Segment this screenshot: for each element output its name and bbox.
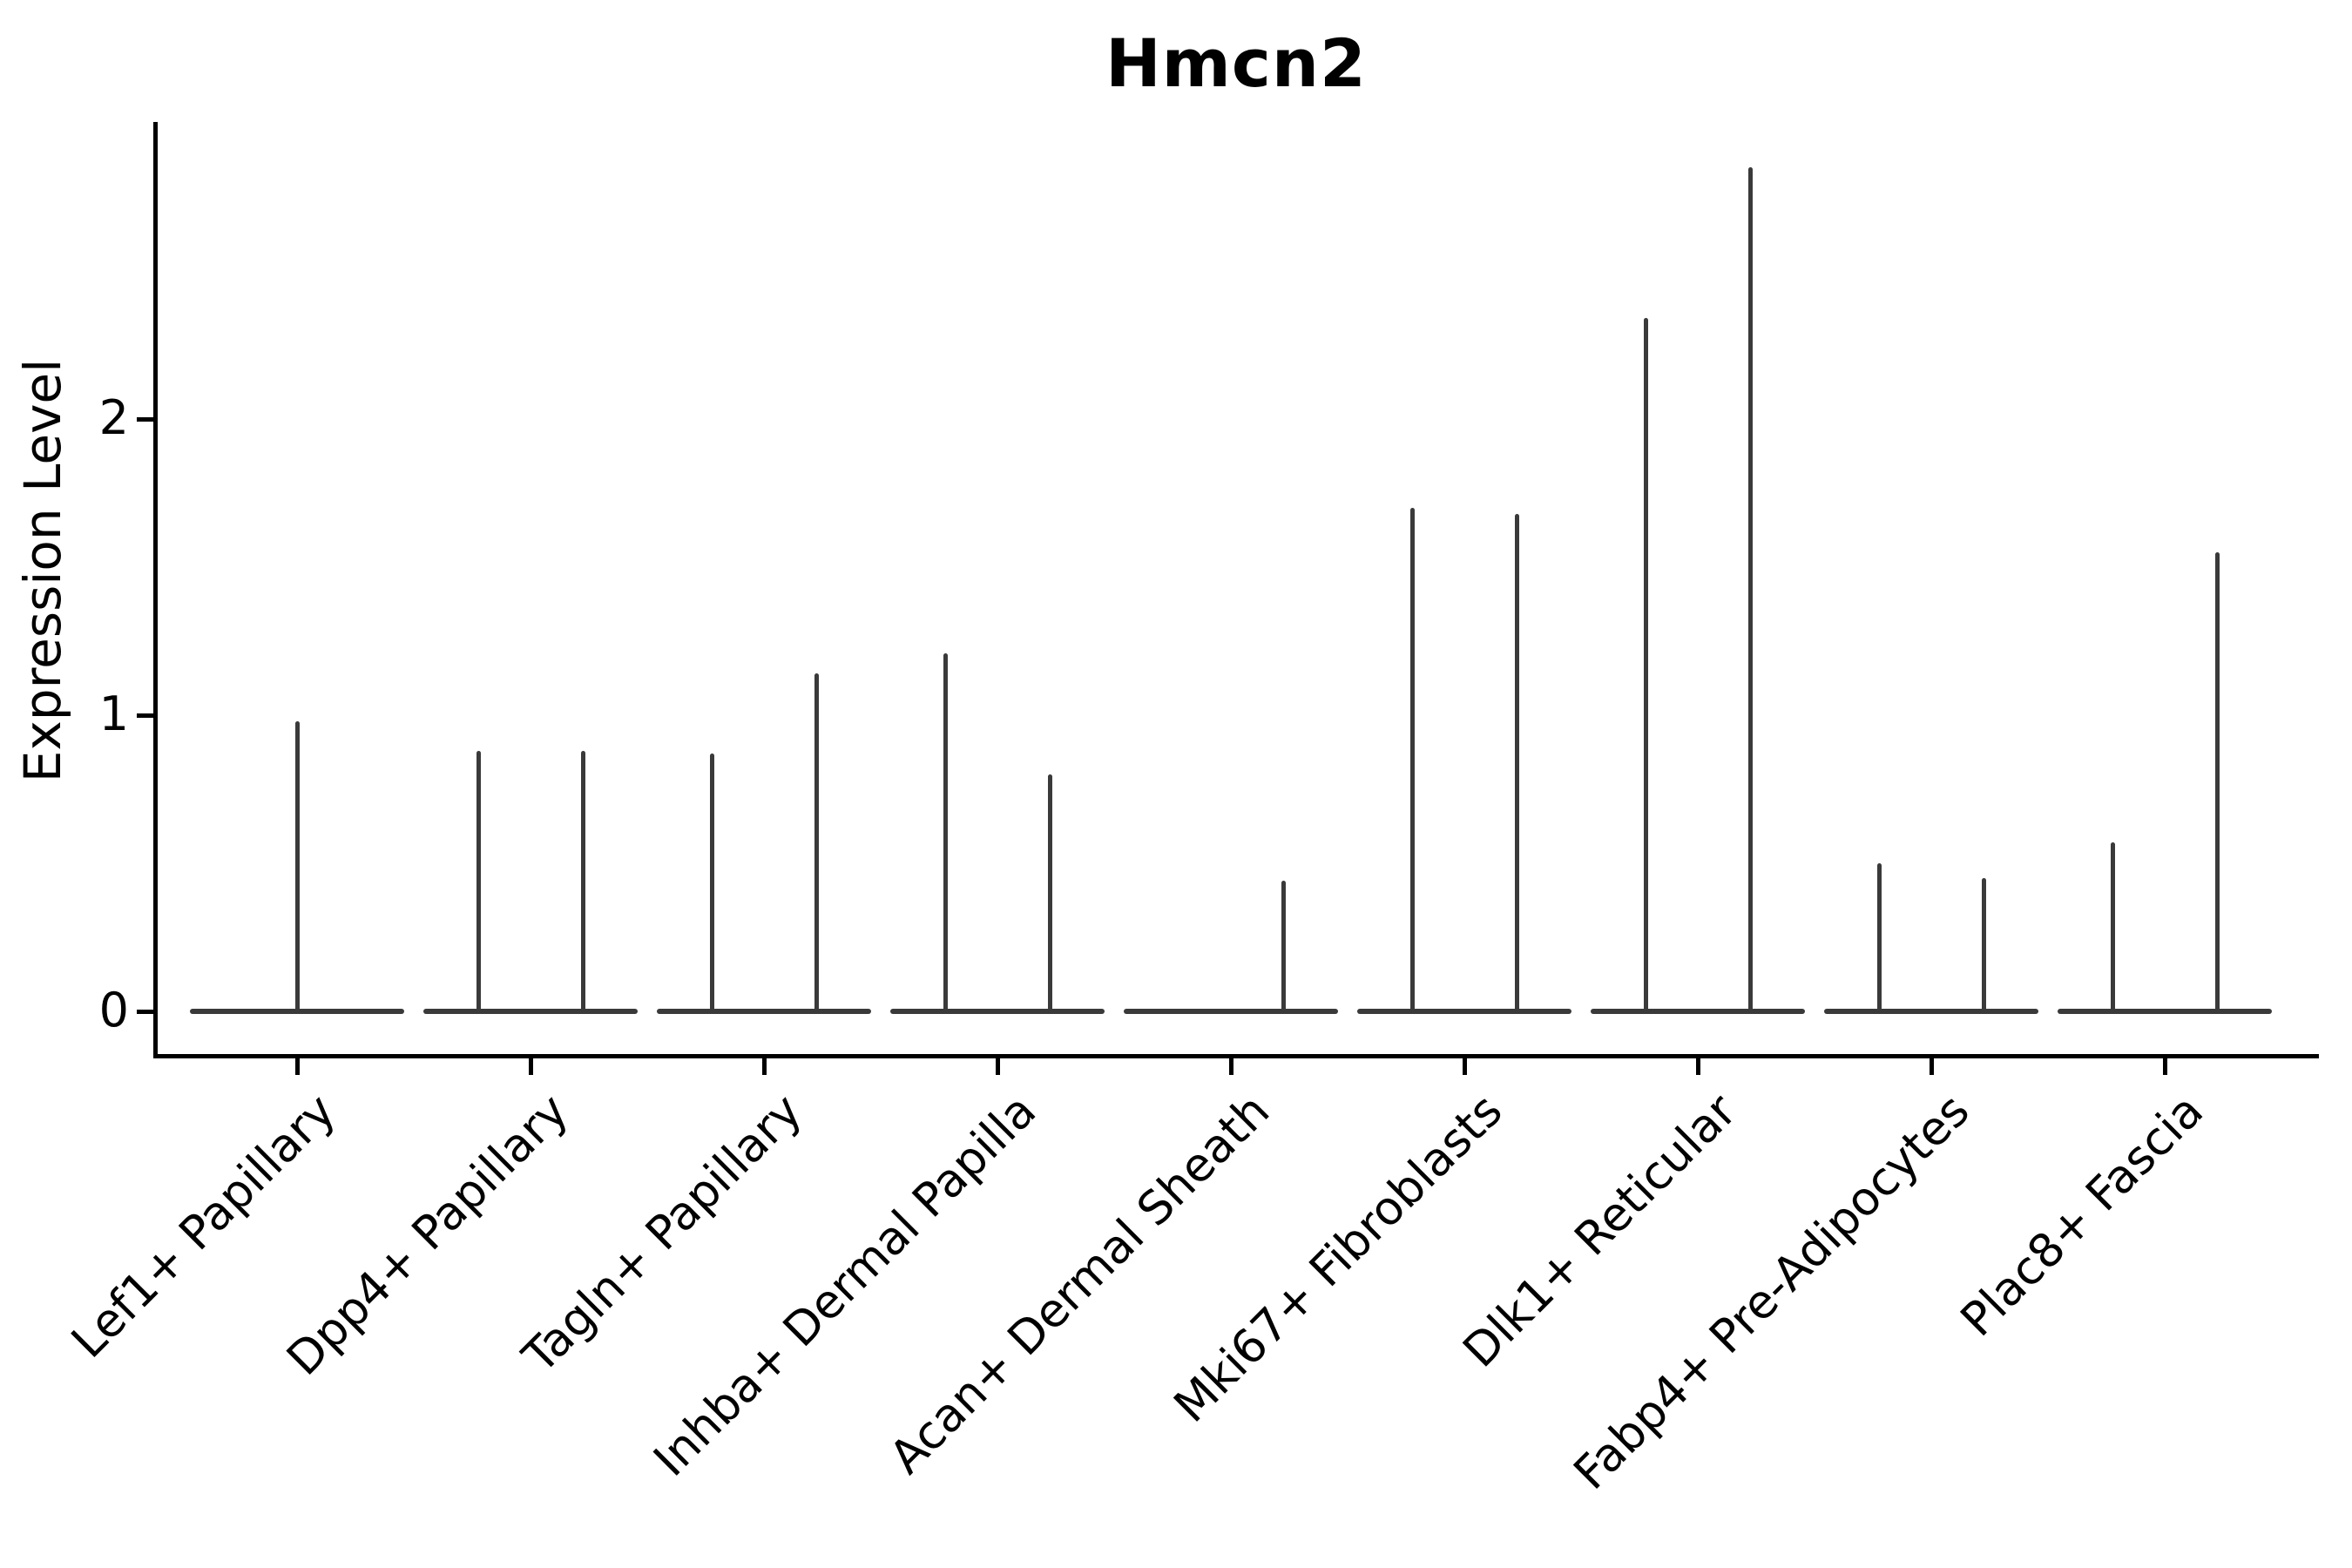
x-tick-label: Acan+ Dermal Sheath xyxy=(879,1084,1280,1484)
y-tick-label-0: 0 xyxy=(98,983,129,1037)
violin-spike xyxy=(1748,167,1753,1014)
x-axis-spine xyxy=(153,1054,2319,1058)
violin-spike xyxy=(710,754,714,1014)
y-tick-mark-1 xyxy=(137,713,153,718)
violin-spike xyxy=(2215,552,2220,1014)
violin-spike xyxy=(581,750,585,1014)
violin-spike xyxy=(1410,508,1415,1014)
y-tick-mark-0 xyxy=(137,1010,153,1014)
x-tick-mark xyxy=(1696,1058,1700,1075)
violin-spike xyxy=(1644,318,1648,1014)
y-axis-label: Expression Level xyxy=(13,358,72,783)
x-tick-label: Inhba+ Dermal Papilla xyxy=(643,1084,1046,1487)
violin-baseline xyxy=(890,1009,1105,1014)
x-tick-mark xyxy=(1229,1058,1233,1075)
x-tick-mark xyxy=(1463,1058,1467,1075)
violin-baseline xyxy=(1124,1009,1338,1014)
violin-spike xyxy=(1281,881,1286,1014)
x-tick-mark xyxy=(2163,1058,2167,1075)
x-tick-label: Plac8+ Fascia xyxy=(1950,1084,2213,1348)
violin-baseline xyxy=(1357,1009,1571,1014)
x-tick-mark xyxy=(295,1058,300,1075)
violin-spike xyxy=(1877,863,1882,1014)
violin-baseline xyxy=(657,1009,871,1014)
violin-spike xyxy=(476,750,481,1014)
y-tick-mark-2 xyxy=(137,417,153,422)
violin-spike xyxy=(943,652,948,1014)
y-axis-spine xyxy=(153,122,158,1058)
violin-baseline xyxy=(1824,1009,2038,1014)
violin-spike xyxy=(1515,513,1519,1014)
x-tick-mark xyxy=(1930,1058,1934,1075)
x-tick-mark xyxy=(996,1058,1000,1075)
x-tick-mark xyxy=(762,1058,767,1075)
violin-spike xyxy=(1982,878,1986,1014)
y-tick-label-1: 1 xyxy=(98,686,129,741)
violin-spike xyxy=(814,673,819,1014)
y-tick-label-2: 2 xyxy=(98,390,129,445)
violin-baseline xyxy=(2058,1009,2272,1014)
violin-baseline xyxy=(423,1009,638,1014)
chart-title: Hmcn2 xyxy=(1105,24,1367,102)
violin-spike xyxy=(1048,774,1052,1014)
violin-spike xyxy=(295,720,300,1014)
violin-baseline xyxy=(1591,1009,1805,1014)
x-tick-mark xyxy=(529,1058,533,1075)
x-tick-label: Fabp4+ Pre-Adipocytes xyxy=(1564,1084,1980,1500)
violin-spike xyxy=(2111,842,2115,1014)
